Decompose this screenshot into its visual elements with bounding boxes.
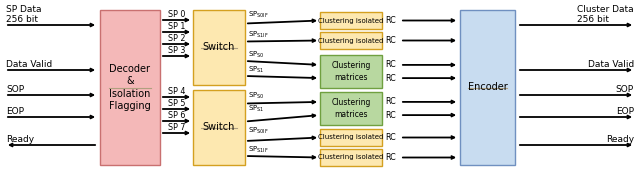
Text: EOP: EOP <box>616 107 634 116</box>
Text: $\mathrm{SP_{S0}}$: $\mathrm{SP_{S0}}$ <box>248 50 265 60</box>
Text: Switch: Switch <box>203 43 235 53</box>
Text: RC: RC <box>385 74 396 83</box>
Bar <box>100 10 160 165</box>
Text: Data Valid: Data Valid <box>6 60 52 69</box>
Bar <box>320 92 382 125</box>
Bar <box>320 149 382 166</box>
Text: RC: RC <box>385 111 396 120</box>
Text: Cluster Data
256 bit: Cluster Data 256 bit <box>577 5 634 24</box>
Text: $\mathrm{SP_{S0}}$: $\mathrm{SP_{S0}}$ <box>248 91 265 101</box>
Text: SP 3: SP 3 <box>168 46 185 55</box>
Text: SP 4: SP 4 <box>168 87 185 96</box>
Text: RC: RC <box>385 16 396 25</box>
Text: $\mathrm{SP_{S0IF}}$: $\mathrm{SP_{S0IF}}$ <box>248 126 269 137</box>
Text: $\mathrm{SP_{S1IF}}$: $\mathrm{SP_{S1IF}}$ <box>248 145 269 155</box>
Text: SOP: SOP <box>6 85 24 94</box>
Bar <box>320 129 382 146</box>
Bar <box>320 12 382 29</box>
Text: SP 1: SP 1 <box>168 22 185 31</box>
Text: RC: RC <box>385 60 396 69</box>
Text: Decoder
&
Isolation
Flagging: Decoder & Isolation Flagging <box>109 64 151 111</box>
Text: EOP: EOP <box>6 107 24 116</box>
Text: Switch: Switch <box>203 122 235 132</box>
Text: Clustering isolated: Clustering isolated <box>318 18 384 23</box>
Text: Clustering isolated: Clustering isolated <box>318 154 384 161</box>
Text: Encoder: Encoder <box>468 83 508 92</box>
Text: $\mathrm{SP_{S0IF}}$: $\mathrm{SP_{S0IF}}$ <box>248 9 269 19</box>
Text: SP 2: SP 2 <box>168 34 185 43</box>
Text: Data Valid: Data Valid <box>588 60 634 69</box>
Text: Ready: Ready <box>606 135 634 144</box>
Text: SP 5: SP 5 <box>168 99 185 108</box>
Text: SP Data
256 bit: SP Data 256 bit <box>6 5 42 24</box>
Text: Clustering
matrices: Clustering matrices <box>332 61 371 82</box>
Text: SP 7: SP 7 <box>168 123 185 132</box>
Text: SP 6: SP 6 <box>168 111 185 120</box>
Bar <box>460 10 515 165</box>
Text: RC: RC <box>385 97 396 106</box>
Text: RC: RC <box>385 153 396 162</box>
Text: $\mathrm{SP_{S1IF}}$: $\mathrm{SP_{S1IF}}$ <box>248 29 269 40</box>
Text: $\mathrm{SP_{S1}}$: $\mathrm{SP_{S1}}$ <box>248 65 264 75</box>
Bar <box>320 55 382 88</box>
Text: Clustering isolated: Clustering isolated <box>318 38 384 43</box>
Text: Ready: Ready <box>6 135 34 144</box>
Bar <box>193 10 245 85</box>
Text: RC: RC <box>385 133 396 142</box>
Text: RC: RC <box>385 36 396 45</box>
Text: SOP: SOP <box>616 85 634 94</box>
Text: Clustering
matrices: Clustering matrices <box>332 98 371 119</box>
Bar <box>320 32 382 49</box>
Text: $\mathrm{SP_{S1}}$: $\mathrm{SP_{S1}}$ <box>248 104 264 114</box>
Text: SP 0: SP 0 <box>168 10 185 19</box>
Bar <box>193 90 245 165</box>
Text: Clustering isolated: Clustering isolated <box>318 134 384 140</box>
